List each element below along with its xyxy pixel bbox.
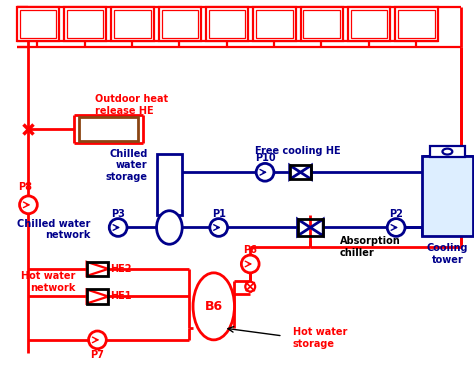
Polygon shape — [87, 262, 108, 276]
Text: Cooling
tower: Cooling tower — [427, 243, 468, 265]
Polygon shape — [87, 290, 108, 303]
Polygon shape — [310, 219, 323, 236]
Bar — [303, 10, 340, 38]
Text: P1: P1 — [212, 209, 226, 218]
Text: P10: P10 — [255, 154, 275, 164]
Bar — [64, 7, 106, 41]
Text: Hot water
network: Hot water network — [21, 271, 76, 293]
Text: B1: B1 — [162, 222, 176, 232]
Bar — [256, 10, 292, 38]
Text: P6: P6 — [243, 245, 257, 255]
Circle shape — [89, 331, 106, 349]
Ellipse shape — [442, 149, 452, 154]
Text: HE1: HE1 — [110, 291, 132, 301]
Circle shape — [246, 282, 255, 291]
Text: HE2: HE2 — [110, 264, 132, 274]
Bar — [162, 10, 198, 38]
Text: Hot water
storage: Hot water storage — [292, 327, 347, 349]
Polygon shape — [298, 219, 310, 236]
Text: Chilled
water
storage: Chilled water storage — [106, 149, 148, 182]
Bar — [351, 10, 387, 38]
Bar — [17, 7, 59, 41]
Bar — [398, 10, 435, 38]
Bar — [348, 7, 390, 41]
Bar — [253, 7, 296, 41]
Bar — [111, 7, 154, 41]
Text: P7: P7 — [91, 350, 104, 360]
Bar — [422, 156, 473, 237]
Circle shape — [210, 218, 228, 237]
Bar — [301, 7, 343, 41]
Text: B6: B6 — [205, 300, 223, 313]
Bar — [79, 117, 138, 141]
Circle shape — [19, 196, 37, 214]
Text: P2: P2 — [389, 209, 403, 218]
Text: P3: P3 — [111, 209, 125, 218]
Circle shape — [256, 164, 274, 181]
Bar — [156, 154, 182, 215]
Bar — [206, 7, 248, 41]
Bar — [429, 146, 465, 157]
Bar — [209, 10, 246, 38]
Text: Absorption
chiller: Absorption chiller — [340, 237, 401, 258]
Text: Free cooling HE: Free cooling HE — [255, 146, 340, 156]
Polygon shape — [290, 165, 301, 179]
Bar — [67, 10, 103, 38]
Bar — [87, 262, 108, 276]
Bar — [290, 165, 311, 179]
Circle shape — [241, 255, 259, 273]
Bar — [114, 10, 151, 38]
Ellipse shape — [193, 273, 235, 340]
Bar — [19, 10, 56, 38]
Text: Outdoor heat
release HE: Outdoor heat release HE — [95, 94, 169, 116]
Text: Chilled water
network: Chilled water network — [17, 218, 91, 240]
Circle shape — [387, 218, 405, 237]
Polygon shape — [301, 165, 311, 179]
Circle shape — [109, 218, 127, 237]
Ellipse shape — [156, 211, 182, 244]
Bar — [158, 7, 201, 41]
Bar — [395, 7, 438, 41]
Bar — [87, 290, 108, 303]
Bar — [298, 219, 323, 236]
Text: P8: P8 — [18, 182, 33, 192]
